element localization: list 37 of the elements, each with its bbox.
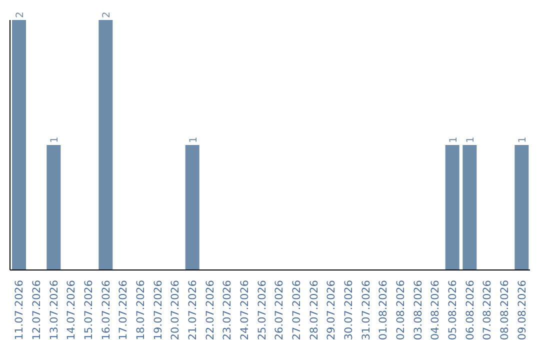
x-tick-label: 16.07.2026 [100,280,112,340]
data-label: 1 [188,136,200,143]
x-tick-label: 23.07.2026 [222,280,234,340]
x-tick-label: 24.07.2026 [239,280,251,340]
x-tick-label: 04.08.2026 [430,280,442,340]
x-tick-label: 27.07.2026 [291,280,303,340]
x-tick-label: 09.08.2026 [516,280,528,340]
x-tick-label: 28.07.2026 [308,280,320,340]
x-tick-label: 08.08.2026 [499,280,511,340]
x-tick-label: 01.08.2026 [378,280,390,340]
x-tick-label: 26.07.2026 [274,280,286,340]
x-tick-label: 14.07.2026 [66,280,78,340]
x-tick-label: 11.07.2026 [14,280,26,340]
data-label: 1 [50,136,61,143]
x-tick-label: 06.08.2026 [464,280,476,340]
x-tick-label: 17.07.2026 [118,280,130,340]
data-label: 2 [15,12,26,18]
x-tick-label: 03.08.2026 [412,280,424,340]
x-tick-label: 02.08.2026 [395,280,407,340]
x-tick-label: 31.07.2026 [360,280,372,340]
data-label: 1 [466,136,477,143]
data-label: 1 [448,136,460,143]
x-tick-label: 29.07.2026 [326,280,338,340]
x-tick-label: 18.07.2026 [135,280,147,340]
x-tick-label: 21.07.2026 [187,280,199,340]
x-tick-label: 20.07.2026 [170,280,182,340]
x-tick-label: 13.07.2026 [48,280,60,340]
x-tick-label: 15.07.2026 [83,280,95,340]
x-tick-label: 12.07.2026 [31,280,43,340]
data-label: 2 [102,12,113,18]
x-tick-label: 05.08.2026 [447,280,459,340]
x-tick-label: 19.07.2026 [152,280,164,340]
data-label: 1 [518,136,529,143]
x-tick-label: 07.08.2026 [482,280,494,340]
x-tick-label: 25.07.2026 [256,280,268,340]
x-tick-label: 30.07.2026 [343,280,355,340]
x-tick-label: 22.07.2026 [204,280,216,340]
